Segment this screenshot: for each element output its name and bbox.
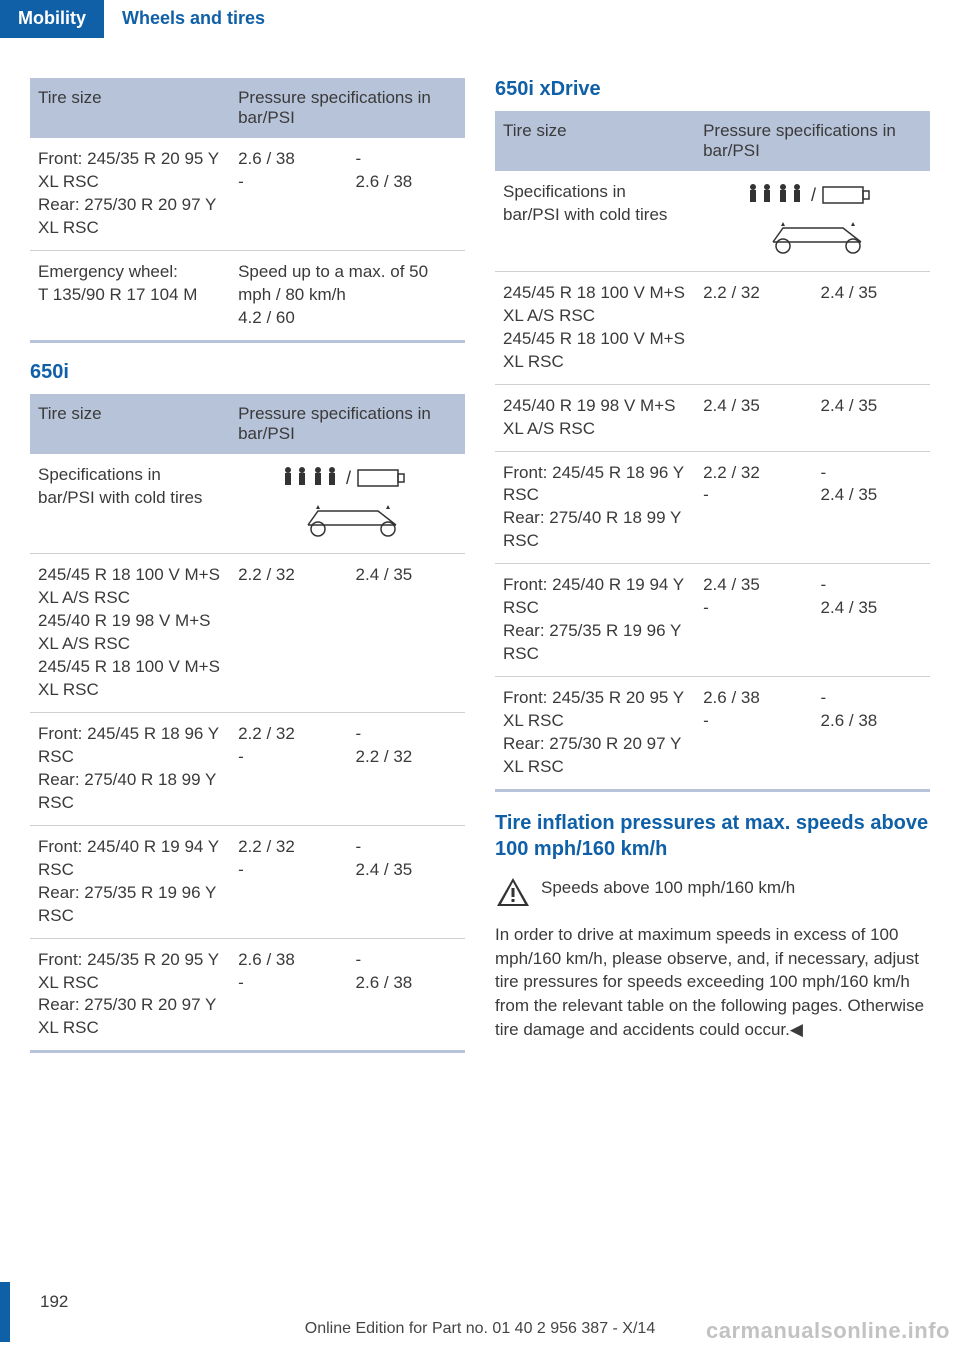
page-number: 192 — [40, 1292, 68, 1312]
cell: Specifications in bar/PSI with cold tire… — [495, 171, 695, 271]
th-tire-size: Tire size — [30, 394, 230, 454]
cell: 2.2 / 32 — [695, 271, 812, 384]
cell: Specifications in bar/PSI with cold tire… — [30, 454, 230, 554]
cell: -2.4 / 35 — [813, 451, 930, 564]
cell: 2.2 / 32- — [230, 825, 347, 938]
table-row: Specifications in bar/PSI with cold tire… — [30, 454, 465, 554]
cell: Front: 245/40 R 19 94 Y RSCRear: 275/35 … — [30, 825, 230, 938]
cell: Emergency wheel:T 135/90 R 17 104 M — [30, 250, 230, 341]
watermark: carmanualsonline.info — [706, 1318, 950, 1344]
left-column: Tire size Pressure specifications in bar… — [30, 78, 465, 1053]
table-row: 245/45 R 18 100 V M+S XL A/S RSC245/45 R… — [495, 271, 930, 384]
cell: -2.6 / 38 — [348, 938, 465, 1052]
cell: 245/40 R 19 98 V M+S XL A/S RSC — [495, 384, 695, 451]
cell: Front: 245/35 R 20 95 Y XL RSCRear: 275/… — [30, 938, 230, 1052]
section-inflation: Tire inflation pressures at max. speeds … — [495, 810, 930, 862]
table-row: Front: 245/40 R 19 94 Y RSCRear: 275/35 … — [495, 564, 930, 677]
cell: -2.2 / 32 — [348, 713, 465, 826]
cell: 2.6 / 38- — [230, 938, 347, 1052]
cell: Front: 245/35 R 20 95 Y XL RSCRear: 275/… — [495, 677, 695, 791]
right-column: 650i xDrive Tire size Pressure specifica… — [495, 78, 930, 1053]
th-tire-size: Tire size — [495, 111, 695, 171]
cell: 2.4 / 35 — [695, 384, 812, 451]
table-row: Front: 245/45 R 18 96 Y RSCRear: 275/40 … — [30, 713, 465, 826]
cell: Speed up to a max. of 50 mph / 80 km/h4.… — [230, 250, 465, 341]
cell: -2.4 / 35 — [348, 825, 465, 938]
th-pressure: Pressure specifications in bar/PSI — [695, 111, 930, 171]
cell: 245/45 R 18 100 V M+S XL A/S RSC245/45 R… — [495, 271, 695, 384]
cell: 2.2 / 32- — [695, 451, 812, 564]
load-icons: / — [230, 454, 465, 554]
cell: 2.4 / 35 — [348, 554, 465, 713]
cell: 2.2 / 32 — [230, 554, 347, 713]
table-row: 245/40 R 19 98 V M+S XL A/S RSC 2.4 / 35… — [495, 384, 930, 451]
table-row: 245/45 R 18 100 V M+S XL A/S RSC245/40 R… — [30, 554, 465, 713]
cell: Front: 245/45 R 18 96 Y RSCRear: 275/40 … — [30, 713, 230, 826]
cell: 245/45 R 18 100 V M+S XL A/S RSC245/40 R… — [30, 554, 230, 713]
svg-text:/: / — [811, 185, 816, 205]
warning-block: Speeds above 100 mph/160 km/h — [495, 876, 930, 913]
cell: Front: 245/35 R 20 95 Y XL RSCRear: 275/… — [30, 138, 230, 250]
svg-text:/: / — [346, 468, 351, 488]
th-pressure: Pressure specifications in bar/PSI — [230, 394, 465, 454]
table-row: Front: 245/40 R 19 94 Y RSCRear: 275/35 … — [30, 825, 465, 938]
warn-body: In order to drive at maximum speeds in e… — [495, 923, 930, 1042]
table-row: Front: 245/35 R 20 95 Y XL RSCRear: 275/… — [30, 138, 465, 250]
table-row: Front: 245/45 R 18 96 Y RSCRear: 275/40 … — [495, 451, 930, 564]
content: Tire size Pressure specifications in bar… — [0, 38, 960, 1053]
tab-mobility[interactable]: Mobility — [0, 0, 104, 38]
tab-wheels[interactable]: Wheels and tires — [104, 0, 283, 38]
cell: 2.4 / 35 — [813, 271, 930, 384]
table-650i: Tire size Pressure specifications in bar… — [30, 394, 465, 1054]
th-tire-size: Tire size — [30, 78, 230, 138]
th-pressure: Pressure specifications in bar/PSI — [230, 78, 465, 138]
table-top: Tire size Pressure specifications in bar… — [30, 78, 465, 343]
table-row: Front: 245/35 R 20 95 Y XL RSCRear: 275/… — [495, 677, 930, 791]
load-icons: / — [695, 171, 930, 271]
cell: 2.6 / 38- — [695, 677, 812, 791]
cell: -2.6 / 38 — [348, 138, 465, 250]
table-650ix: Tire size Pressure specifications in bar… — [495, 111, 930, 792]
cell: -2.6 / 38 — [813, 677, 930, 791]
cell: 2.4 / 35 — [813, 384, 930, 451]
section-650i: 650i — [30, 361, 465, 384]
table-row: Emergency wheel:T 135/90 R 17 104 M Spee… — [30, 250, 465, 341]
cell: -2.4 / 35 — [813, 564, 930, 677]
cell: 2.4 / 35- — [695, 564, 812, 677]
section-650ix: 650i xDrive — [495, 78, 930, 101]
table-row: Front: 245/35 R 20 95 Y XL RSCRear: 275/… — [30, 938, 465, 1052]
cell: 2.2 / 32- — [230, 713, 347, 826]
warn-heading: Speeds above 100 mph/160 km/h — [541, 876, 930, 900]
cell: Front: 245/45 R 18 96 Y RSCRear: 275/40 … — [495, 451, 695, 564]
cell: 2.6 / 38- — [230, 138, 347, 250]
table-row: Specifications in bar/PSI with cold tire… — [495, 171, 930, 271]
cell: Front: 245/40 R 19 94 Y RSCRear: 275/35 … — [495, 564, 695, 677]
warning-icon — [495, 876, 531, 913]
topbar: Mobility Wheels and tires — [0, 0, 960, 38]
